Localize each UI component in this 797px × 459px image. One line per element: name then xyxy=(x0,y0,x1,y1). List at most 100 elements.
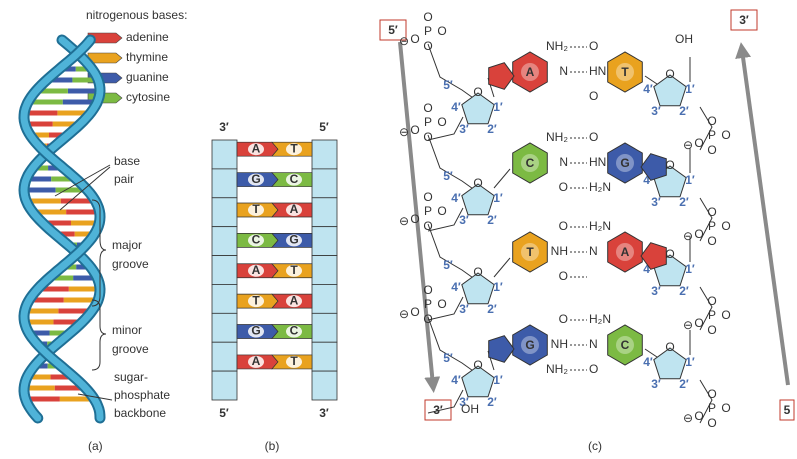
label: O xyxy=(437,297,446,311)
base-ring xyxy=(512,51,548,93)
brace xyxy=(91,299,107,371)
label: A xyxy=(252,354,261,368)
label: O xyxy=(707,294,716,308)
label: ⊖ xyxy=(683,138,693,152)
label: O xyxy=(437,115,446,129)
base-label-bg xyxy=(248,325,264,338)
label: 3′ xyxy=(459,302,469,316)
label: (a) xyxy=(88,439,103,453)
label: 3′ xyxy=(459,213,469,227)
label: A xyxy=(252,263,261,277)
label: 2′ xyxy=(679,377,689,391)
label: O xyxy=(423,312,432,326)
base-label-bg xyxy=(248,234,264,247)
label: T xyxy=(252,293,260,307)
label: 4′ xyxy=(643,262,653,276)
label: major xyxy=(112,238,142,252)
label: 3′ xyxy=(459,395,469,409)
backbone-link xyxy=(427,43,477,141)
label: pair xyxy=(114,172,134,186)
label: 1′ xyxy=(493,191,503,205)
label: N xyxy=(589,337,598,351)
label: O xyxy=(473,358,482,372)
base-ring xyxy=(488,335,515,363)
label: 2′ xyxy=(487,302,497,316)
label: 2′ xyxy=(679,284,689,298)
base-label-bg xyxy=(286,295,302,308)
backbone-segment xyxy=(311,284,338,314)
label: backbone xyxy=(114,406,166,420)
pointer xyxy=(77,393,113,401)
label: A xyxy=(290,202,299,216)
label: O xyxy=(589,130,598,144)
base-label-bg xyxy=(616,154,634,172)
base-ring xyxy=(640,242,667,270)
pointer xyxy=(54,164,111,197)
label: O xyxy=(410,305,419,319)
base-label-bg xyxy=(248,143,264,156)
corner-box xyxy=(779,399,795,421)
label: O xyxy=(589,39,598,53)
base-ring xyxy=(488,62,515,90)
sugar xyxy=(461,365,495,398)
label: O xyxy=(721,128,730,142)
label: NH xyxy=(551,244,568,258)
label: ⊖ xyxy=(683,229,693,243)
label: 5′ xyxy=(443,351,453,365)
label: 5′ xyxy=(443,258,453,272)
base-label-bg xyxy=(286,173,302,186)
base-ring xyxy=(512,142,548,184)
corner-box xyxy=(379,19,407,41)
label: O xyxy=(665,67,674,81)
label: H₂N xyxy=(589,312,611,326)
label: 1′ xyxy=(685,262,695,276)
label: HN xyxy=(589,64,606,78)
label: HN xyxy=(589,155,606,169)
label: O xyxy=(559,180,568,194)
label: G xyxy=(289,233,298,247)
label: 5 xyxy=(784,403,791,417)
label: C xyxy=(290,172,299,186)
base-label-bg xyxy=(286,355,302,368)
label: OH xyxy=(675,32,693,46)
label: ⊖ xyxy=(399,125,409,139)
backbone-segment xyxy=(311,341,338,372)
label: O xyxy=(721,219,730,233)
backbone-segment xyxy=(211,341,238,372)
backbone-segment xyxy=(211,197,238,228)
sugar xyxy=(653,347,687,380)
label: O xyxy=(559,219,568,233)
label: 2′ xyxy=(487,122,497,136)
label: T xyxy=(621,65,629,79)
backbone-link xyxy=(689,57,713,151)
sugar xyxy=(461,92,495,125)
label: P xyxy=(424,204,432,218)
label: minor xyxy=(112,323,142,337)
label: adenine xyxy=(126,30,169,44)
label: N xyxy=(559,155,568,169)
label: O xyxy=(423,10,432,24)
label: P xyxy=(424,24,432,38)
label: guanine xyxy=(126,70,169,84)
label: C xyxy=(290,324,299,338)
base-label-bg xyxy=(286,234,302,247)
label: O xyxy=(410,32,419,46)
label: A xyxy=(290,293,299,307)
sugar xyxy=(653,74,687,107)
label: 1′ xyxy=(493,280,503,294)
label: 1′ xyxy=(493,373,503,387)
label: 4′ xyxy=(451,100,461,114)
label: 5′ xyxy=(319,120,329,134)
base-label-bg xyxy=(248,295,264,308)
label: T xyxy=(290,141,298,155)
label: nitrogenous bases: xyxy=(86,8,187,22)
backbone-link xyxy=(689,148,713,242)
label: base xyxy=(114,154,140,168)
base-label-bg xyxy=(286,325,302,338)
label: ⊖ xyxy=(683,318,693,332)
label: O xyxy=(589,89,598,103)
label: NH₂ xyxy=(546,362,568,376)
base-ring xyxy=(512,231,548,273)
label: T xyxy=(290,263,298,277)
label: ⊖ xyxy=(399,307,409,321)
